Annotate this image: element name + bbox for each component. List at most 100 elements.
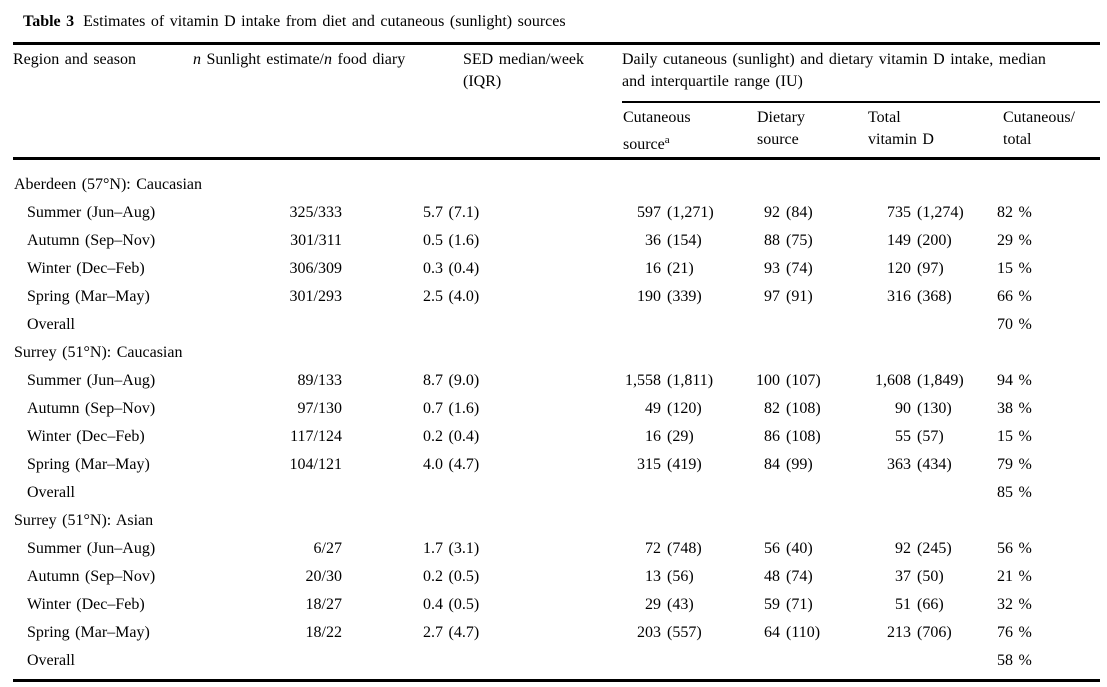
cutaneous-total-pct: 94 % — [997, 372, 1032, 389]
table-row: Spring (Mar–May) 301/293 2.5 (4.0) 190 (… — [0, 283, 1107, 311]
sed-value: 0.3 (0.4) — [423, 260, 480, 277]
sed-value: 4.0 (4.7) — [423, 456, 480, 473]
cutaneous-median: 49 — [645, 400, 661, 417]
dietary-median: 92 — [764, 204, 780, 221]
total-median: 37 — [895, 568, 911, 585]
n-value: 97/130 — [297, 400, 342, 417]
column-header-total: Total vitamin D — [868, 107, 934, 151]
column-header-cutaneous-line2: sourcea — [623, 129, 691, 156]
cutaneous-median: 29 — [645, 596, 661, 613]
dietary-median: 48 — [764, 568, 780, 585]
cutaneous-iqr: (56) — [667, 568, 694, 585]
season-label: Summer (Jun–Aug) — [27, 540, 156, 557]
cutaneous-median: 16 — [645, 428, 661, 445]
n-value: 306/309 — [289, 260, 342, 277]
total-iqr: (66) — [917, 596, 944, 613]
column-header-n: n Sunlight estimate/n food diary — [193, 49, 405, 71]
cutaneous-iqr: (154) — [667, 232, 702, 249]
total-iqr: (706) — [917, 624, 952, 641]
total-median: 149 — [887, 232, 911, 249]
total-iqr: (50) — [917, 568, 944, 585]
dietary-iqr: (99) — [786, 456, 813, 473]
n-value: 104/121 — [289, 456, 342, 473]
total-iqr: (245) — [917, 540, 952, 557]
cutaneous-median: 72 — [645, 540, 661, 557]
table-row: Summer (Jun–Aug) 325/333 5.7 (7.1) 597 (… — [0, 199, 1107, 227]
cutaneous-total-pct: 56 % — [997, 540, 1032, 557]
n-value: 20/30 — [305, 568, 342, 585]
season-label: Autumn (Sep–Nov) — [27, 232, 156, 249]
total-median: 1,608 — [875, 372, 911, 389]
table-row: Winter (Dec–Feb) 117/124 0.2 (0.4) 16 (2… — [0, 423, 1107, 451]
table-body: Aberdeen (57°N): Caucasian Summer (Jun–A… — [0, 171, 1107, 675]
section-header-row: Surrey (51°N): Asian — [0, 507, 1107, 535]
n-value: 89/133 — [297, 372, 342, 389]
section-header-row: Aberdeen (57°N): Caucasian — [0, 171, 1107, 199]
table-caption-label: Table 3 — [23, 13, 75, 30]
region-label: Surrey (51°N): Caucasian — [14, 344, 183, 361]
total-iqr: (97) — [917, 260, 944, 277]
overall-row: Overall 58 % — [0, 647, 1107, 675]
column-header-cutaneous-line1: Cutaneous — [623, 109, 691, 126]
season-label: Autumn (Sep–Nov) — [27, 400, 156, 417]
region-label: Surrey (51°N): Asian — [14, 512, 154, 529]
cutaneous-iqr: (43) — [667, 596, 694, 613]
cutaneous-median: 1,558 — [625, 372, 661, 389]
table-row: Autumn (Sep–Nov) 20/30 0.2 (0.5) 13 (56)… — [0, 563, 1107, 591]
sed-value: 0.5 (1.6) — [423, 232, 480, 249]
total-median: 363 — [887, 456, 911, 473]
sed-value: 0.2 (0.4) — [423, 428, 480, 445]
cutaneous-median: 16 — [645, 260, 661, 277]
total-iqr: (200) — [917, 232, 952, 249]
table-row: Autumn (Sep–Nov) 301/311 0.5 (1.6) 36 (1… — [0, 227, 1107, 255]
dietary-median: 82 — [764, 400, 780, 417]
column-header-region: Region and season — [13, 51, 136, 68]
dietary-iqr: (84) — [786, 204, 813, 221]
spanner-rule — [622, 101, 1100, 103]
footnote-marker-a: a — [664, 134, 670, 146]
column-header-ratio-line2: total — [1003, 131, 1032, 148]
cutaneous-iqr: (339) — [667, 288, 702, 305]
column-header-daily-line1: Daily cutaneous (sunlight) and dietary v… — [622, 51, 1046, 68]
sed-value: 2.7 (4.7) — [423, 624, 480, 641]
total-iqr: (434) — [917, 456, 952, 473]
table-row: Winter (Dec–Feb) 18/27 0.4 (0.5) 29 (43)… — [0, 591, 1107, 619]
column-header-daily-spanner: Daily cutaneous (sunlight) and dietary v… — [622, 49, 1104, 93]
table-row: Summer (Jun–Aug) 6/27 1.7 (3.1) 72 (748)… — [0, 535, 1107, 563]
cutaneous-iqr: (1,271) — [667, 204, 714, 221]
total-median: 120 — [887, 260, 911, 277]
season-label: Overall — [27, 316, 75, 333]
season-label: Winter (Dec–Feb) — [27, 596, 145, 613]
sed-value: 1.7 (3.1) — [423, 540, 480, 557]
total-median: 316 — [887, 288, 911, 305]
bottom-rule — [13, 679, 1100, 682]
table-caption-text: Estimates of vitamin D intake from diet … — [83, 13, 566, 30]
dietary-iqr: (75) — [786, 232, 813, 249]
sed-value: 2.5 (4.0) — [423, 288, 480, 305]
n-value: 6/27 — [313, 540, 342, 557]
column-header-dietary-line2: source — [757, 131, 799, 148]
cutaneous-median: 190 — [637, 288, 661, 305]
cutaneous-median: 13 — [645, 568, 661, 585]
dietary-iqr: (71) — [786, 596, 813, 613]
total-iqr: (1,849) — [917, 372, 964, 389]
header-n-italic-1: n — [193, 51, 201, 68]
cutaneous-total-pct: 29 % — [997, 232, 1032, 249]
cutaneous-iqr: (419) — [667, 456, 702, 473]
dietary-iqr: (108) — [786, 428, 821, 445]
cutaneous-median: 36 — [645, 232, 661, 249]
column-header-dietary-line1: Dietary — [757, 109, 805, 126]
cutaneous-total-pct: 21 % — [997, 568, 1032, 585]
column-header-sed-line1: SED median/week — [463, 51, 585, 68]
dietary-median: 56 — [764, 540, 780, 557]
column-header-dietary: Dietary source — [757, 107, 805, 151]
cutaneous-total-pct: 85 % — [997, 484, 1032, 501]
season-label: Overall — [27, 652, 75, 669]
total-iqr: (368) — [917, 288, 952, 305]
dietary-median: 88 — [764, 232, 780, 249]
total-median: 90 — [895, 400, 911, 417]
table-row: Spring (Mar–May) 104/121 4.0 (4.7) 315 (… — [0, 451, 1107, 479]
table-row: Autumn (Sep–Nov) 97/130 0.7 (1.6) 49 (12… — [0, 395, 1107, 423]
n-value: 301/311 — [290, 232, 342, 249]
dietary-median: 59 — [764, 596, 780, 613]
